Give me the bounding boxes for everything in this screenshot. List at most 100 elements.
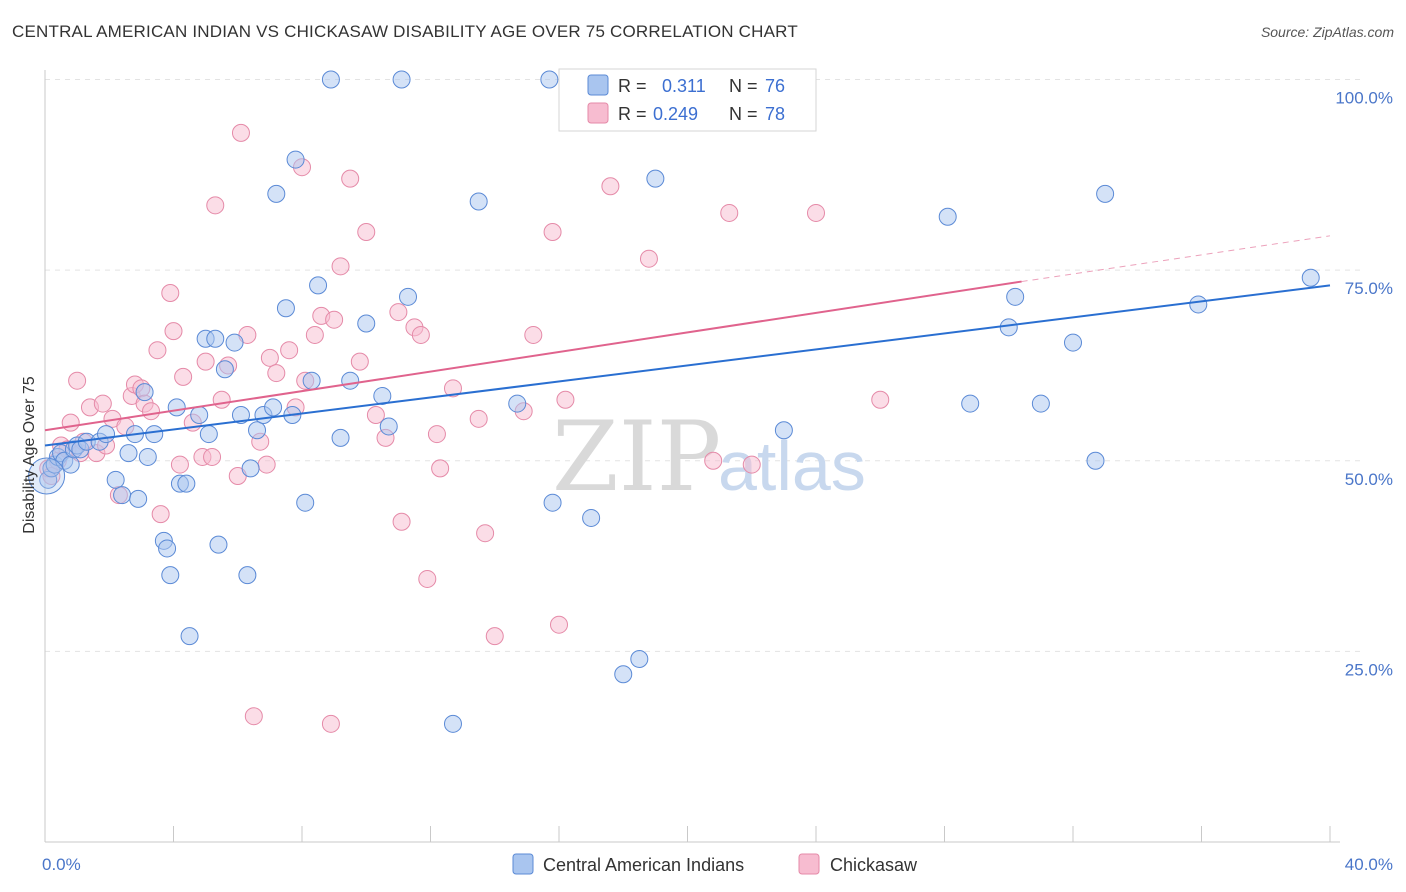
chickasaw-point <box>206 196 225 215</box>
watermark-atlas: atlas <box>718 427 866 505</box>
chickasaw-point <box>720 203 739 222</box>
central-american-indians-point <box>158 539 177 558</box>
chickasaw-point <box>411 325 430 344</box>
central-american-indians-point <box>961 394 980 413</box>
chickasaw-point <box>550 615 568 634</box>
watermark-zip: ZIP <box>552 401 721 513</box>
central-american-indians-point <box>97 425 116 444</box>
watermark: ZIP atlas <box>552 401 866 513</box>
chickasaw-point <box>321 714 340 733</box>
chickasaw-point <box>151 505 170 524</box>
central-american-indians-point <box>1006 287 1025 306</box>
chickasaw-point <box>267 364 286 383</box>
central-american-indians-point <box>614 665 633 684</box>
chickasaw-point <box>389 303 408 322</box>
central-american-indians-point <box>321 70 340 89</box>
y-tick-label: 25.0% <box>1345 660 1393 679</box>
central-american-indians-point <box>1301 268 1320 287</box>
chickasaw-point <box>350 352 369 371</box>
central-american-indians-point <box>1189 295 1208 314</box>
central-american-indians-point <box>61 455 80 474</box>
chickasaw-point <box>244 707 263 726</box>
chickasaw-point <box>93 394 112 413</box>
chickasaw-point <box>704 451 723 470</box>
chickasaw-point <box>331 257 350 276</box>
chickasaw-point <box>280 341 299 360</box>
chickasaw-point <box>341 169 360 188</box>
chickasaw-point <box>357 223 376 241</box>
central-american-indians-point <box>1096 184 1115 203</box>
central-american-indians-point <box>209 535 228 554</box>
series-legend: Central American Indians Chickasaw <box>512 853 918 875</box>
legend-label-central-american-indians: Central American Indians <box>543 855 744 875</box>
chickasaw-point <box>485 627 504 646</box>
stats-legend-swatch-blue <box>587 74 609 96</box>
central-american-indians-point <box>161 566 180 585</box>
source-credit: Source: ZipAtlas.com <box>1260 24 1394 40</box>
axes <box>44 70 1340 843</box>
central-american-indians-point <box>129 489 148 508</box>
chickasaw-point <box>260 348 279 367</box>
central-american-indians-point <box>145 425 164 444</box>
central-american-indians-point <box>392 70 411 89</box>
central-american-indians-point <box>248 421 267 440</box>
central-american-indians-point <box>1031 394 1050 413</box>
central-american-indians-point <box>135 383 154 402</box>
central-american-indians-point <box>630 650 649 668</box>
stats-legend-r-label: R = <box>618 104 647 124</box>
chickasaw-point <box>871 390 890 409</box>
central-american-indians-point <box>399 287 418 306</box>
chickasaw-point <box>257 455 276 474</box>
trend-lines <box>44 235 1331 447</box>
chickasaw-point <box>639 249 658 268</box>
chickasaw-point <box>231 123 250 142</box>
chickasaw-point <box>61 413 80 432</box>
grid-lines <box>45 79 1365 652</box>
y-tick-label: 100.0% <box>1335 89 1393 108</box>
chickasaw-point <box>431 459 450 478</box>
central-american-indians-point <box>264 398 283 417</box>
chickasaw-point <box>174 367 193 386</box>
legend-swatch-chickasaw <box>798 853 820 875</box>
x-tick-labels: 0.0% 40.0% <box>42 855 1393 874</box>
central-american-indians-point <box>296 493 315 512</box>
stats-legend-n-label: N = <box>729 76 758 96</box>
central-american-indians-point <box>106 470 125 489</box>
y-tick-label: 50.0% <box>1345 470 1393 489</box>
central-american-indians-point <box>331 428 350 447</box>
chickasaw-point <box>212 390 231 409</box>
chickasaw-point <box>203 447 222 466</box>
central-american-indians-point <box>225 333 244 352</box>
central-american-indians-point <box>199 425 218 444</box>
central-american-indians-point <box>215 360 234 379</box>
legend-label-chickasaw: Chickasaw <box>830 855 918 875</box>
chickasaw-point <box>418 569 437 588</box>
central-american-indians-point <box>177 474 196 493</box>
x-tick-label: 0.0% <box>42 855 81 874</box>
chickasaw-point <box>742 455 761 474</box>
central-american-indians-point <box>276 299 295 318</box>
central-american-indians-point <box>267 184 286 203</box>
central-american-indians-point <box>646 169 665 188</box>
central-american-indians-point <box>543 493 562 512</box>
central-american-indians-point <box>302 371 321 390</box>
stats-legend-n-label: N = <box>729 104 758 124</box>
chickasaw-point <box>476 524 495 543</box>
central-american-indians-point <box>167 398 186 417</box>
central-american-indians-point <box>1064 333 1082 352</box>
central-american-indians-point <box>286 150 305 169</box>
stats-legend-swatch-pink <box>587 102 609 124</box>
stats-legend-r-value: 0.311 <box>662 76 706 96</box>
chickasaw-point <box>443 379 462 398</box>
stats-legend-n-value: 76 <box>765 76 785 96</box>
central-american-indians-point <box>138 447 157 466</box>
central-american-indians-point <box>582 508 601 527</box>
central-american-indians-point <box>309 276 328 295</box>
central-american-indians-point <box>357 314 376 333</box>
chickasaw-point <box>807 203 825 222</box>
chickasaw-point <box>325 310 344 329</box>
chickasaw-point <box>170 455 189 474</box>
chickasaw-point <box>556 390 575 409</box>
central-american-indians-point <box>180 627 199 646</box>
